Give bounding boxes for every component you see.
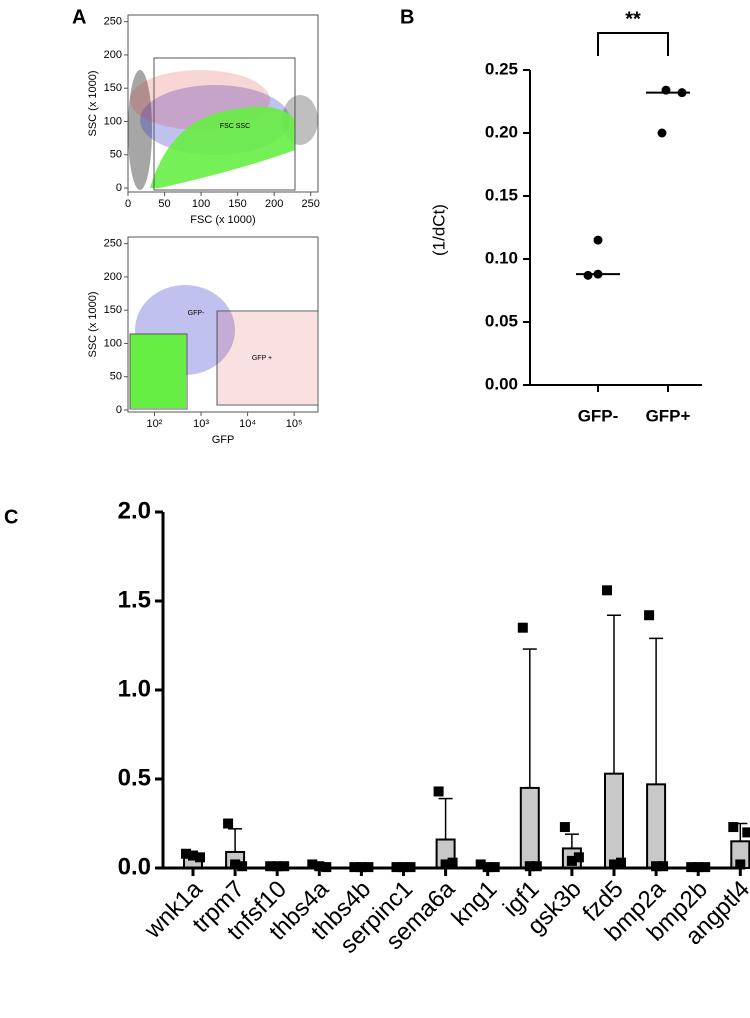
point bbox=[559, 822, 570, 833]
y-tick-label: 1.5 bbox=[118, 586, 151, 613]
significance: ** bbox=[625, 8, 641, 30]
y-tick-label: 1.0 bbox=[118, 675, 151, 702]
significance-bracket bbox=[597, 32, 669, 56]
x-tick-label: 50 bbox=[158, 198, 170, 210]
point bbox=[524, 861, 535, 872]
point bbox=[307, 859, 318, 870]
y-tick-label: 0 bbox=[116, 404, 122, 416]
gate-label: GFP + bbox=[252, 355, 272, 362]
point bbox=[728, 822, 739, 833]
point bbox=[230, 859, 241, 870]
x-tick-label: 250 bbox=[302, 198, 320, 210]
panel-label: A bbox=[72, 6, 86, 28]
point bbox=[237, 861, 248, 872]
x-tick-label: 100 bbox=[192, 198, 210, 210]
y-tick-label: 150 bbox=[104, 82, 122, 94]
y-tick-label: 100 bbox=[104, 337, 122, 349]
point bbox=[651, 861, 662, 872]
x-tick-label: 200 bbox=[265, 198, 283, 210]
point bbox=[566, 855, 577, 866]
y-tick-label: 0.20 bbox=[485, 122, 518, 141]
x-axis-label: GFP bbox=[212, 434, 235, 446]
cloud bbox=[150, 106, 295, 188]
x-axis-label: FSC (x 1000) bbox=[190, 214, 255, 226]
point bbox=[195, 852, 205, 863]
x-tick-label: 10² bbox=[147, 418, 163, 430]
point bbox=[279, 861, 290, 872]
gate bbox=[129, 333, 188, 410]
point bbox=[447, 857, 458, 868]
bar bbox=[519, 786, 540, 870]
point bbox=[475, 859, 486, 870]
point bbox=[265, 861, 276, 872]
y-tick-label: 0.00 bbox=[485, 374, 518, 393]
point bbox=[440, 859, 451, 870]
y-tick-label: 0.15 bbox=[485, 185, 518, 204]
point bbox=[602, 585, 612, 596]
point bbox=[181, 848, 191, 859]
panel-label: C bbox=[4, 506, 18, 528]
x-tick-label: 10³ bbox=[193, 418, 209, 430]
point bbox=[735, 859, 746, 870]
point bbox=[583, 270, 593, 280]
point bbox=[517, 622, 528, 633]
bar bbox=[646, 783, 667, 870]
y-tick-label: 100 bbox=[104, 115, 122, 127]
y-tick-label: 0.25 bbox=[485, 59, 518, 78]
y-tick-label: 0.10 bbox=[485, 248, 518, 267]
point bbox=[616, 857, 626, 868]
x-tick-label: 0 bbox=[125, 198, 131, 210]
flow-cloud bbox=[127, 14, 319, 413]
y-tick-label: 0.0 bbox=[118, 853, 151, 880]
point bbox=[658, 861, 669, 872]
gate bbox=[216, 310, 319, 406]
point bbox=[188, 850, 198, 861]
y-tick-label: 150 bbox=[104, 304, 122, 316]
y-tick-label: 2.0 bbox=[118, 497, 151, 524]
gate bbox=[153, 57, 296, 191]
point bbox=[644, 610, 655, 621]
point bbox=[223, 818, 234, 829]
y-tick-label: 250 bbox=[104, 238, 122, 250]
x-tick-label: 10⁵ bbox=[286, 418, 303, 430]
gate-label: FSC SSC bbox=[220, 123, 250, 130]
y-tick-label: 0 bbox=[116, 182, 122, 194]
x-tick-label: 10⁴ bbox=[239, 418, 256, 430]
y-tick-label: 250 bbox=[104, 16, 122, 28]
point bbox=[314, 861, 325, 872]
x-tick-label: GFP- bbox=[578, 406, 619, 425]
point bbox=[272, 861, 283, 872]
point bbox=[593, 235, 603, 245]
point bbox=[573, 852, 584, 863]
gate-label: GFP- bbox=[188, 310, 205, 317]
x-tick-label: 150 bbox=[228, 198, 246, 210]
y-tick-label: 200 bbox=[104, 49, 122, 61]
point bbox=[657, 128, 667, 138]
cloud bbox=[128, 70, 152, 190]
y-tick-label: 0.5 bbox=[118, 764, 151, 791]
point bbox=[531, 861, 542, 872]
panel-label: B bbox=[400, 6, 414, 28]
cloud bbox=[217, 312, 317, 404]
point bbox=[609, 859, 619, 870]
x-tick-label: kng1 bbox=[447, 876, 503, 932]
bar bbox=[604, 772, 624, 869]
point bbox=[433, 786, 444, 797]
y-tick-label: 50 bbox=[110, 371, 122, 383]
x-tick-label: GFP+ bbox=[646, 406, 691, 425]
y-axis-label: SSC (x 1000) bbox=[87, 291, 99, 357]
cloud bbox=[130, 334, 186, 408]
point bbox=[742, 827, 750, 838]
y-tick-label: 200 bbox=[104, 271, 122, 283]
y-tick-label: 50 bbox=[110, 149, 122, 161]
y-axis-label: (1/dCt) bbox=[429, 204, 448, 256]
y-axis-label: SSC (x 1000) bbox=[87, 70, 99, 136]
y-tick-label: 0.05 bbox=[485, 311, 518, 330]
